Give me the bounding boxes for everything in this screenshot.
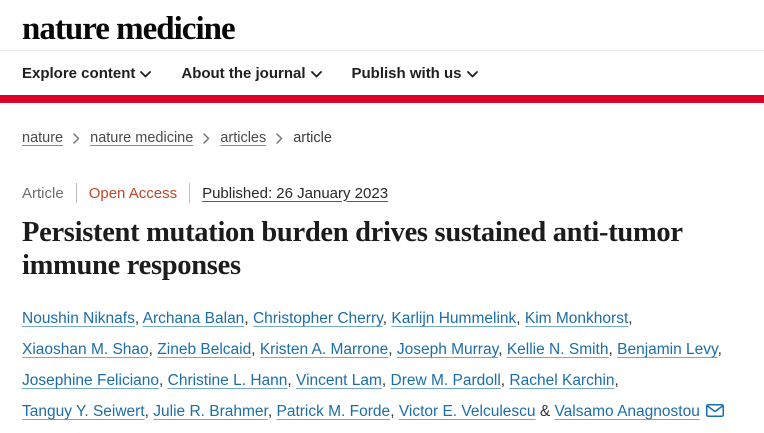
accent-bar: [0, 95, 764, 103]
chevron-right-icon: [73, 132, 80, 144]
envelope-icon[interactable]: [705, 404, 724, 417]
breadcrumb: nature nature medicine articles article: [22, 130, 742, 146]
chevron-right-icon: [276, 132, 283, 144]
open-access-badge: Open Access: [88, 184, 178, 202]
nav-item-label: About the journal: [181, 64, 306, 82]
breadcrumb-link-articles[interactable]: articles: [220, 130, 267, 146]
nav-publish-with-us[interactable]: Publish with us: [352, 65, 478, 82]
author-link[interactable]: Victor E. Velculescu: [398, 403, 536, 420]
author-link[interactable]: Valsamo Anagnostou: [554, 403, 700, 420]
author-link[interactable]: Christine L. Hann: [167, 372, 288, 389]
journal-logo[interactable]: nature medicine: [22, 11, 236, 47]
chevron-right-icon: [203, 132, 210, 144]
chevron-down-icon: [310, 70, 322, 77]
author-link[interactable]: Kristen A. Marrone: [259, 341, 389, 358]
nav-item-label: Explore content: [22, 64, 136, 82]
nav-about-the-journal[interactable]: About the journal: [181, 64, 322, 82]
breadcrumb-current-article: article: [293, 130, 332, 146]
author-link[interactable]: Xiaoshan M. Shao: [22, 341, 149, 358]
author-link[interactable]: Christopher Cherry: [252, 310, 383, 327]
author-link[interactable]: Karlijn Hummelink: [391, 310, 517, 327]
author-link[interactable]: Benjamin Levy: [617, 341, 718, 358]
breadcrumb-link-nature[interactable]: nature: [22, 130, 64, 146]
author-link[interactable]: Joseph Murray: [396, 341, 499, 358]
breadcrumb-link-nature-medicine[interactable]: nature medicine: [90, 130, 194, 146]
author-link[interactable]: Drew M. Pardoll: [390, 372, 501, 389]
author-link[interactable]: Patrick M. Forde: [276, 403, 391, 420]
author-link[interactable]: Rachel Karchin: [509, 372, 615, 389]
main-nav: Explore content About the journal Publis…: [0, 51, 764, 95]
article-type-label: Article: [22, 184, 64, 202]
meta-divider: [75, 183, 77, 203]
nav-explore-content[interactable]: Explore content: [22, 64, 152, 82]
author-link[interactable]: Kim Monkhorst: [524, 310, 629, 327]
author-link[interactable]: Noushin Niknafs: [22, 310, 135, 327]
site-header: nature medicine: [0, 0, 764, 51]
author-link[interactable]: Archana Balan: [142, 310, 245, 327]
meta-divider: [189, 183, 191, 203]
author-link[interactable]: Vincent Lam: [296, 372, 382, 389]
article-meta-row: Article Open Access Published: 26 Januar…: [22, 183, 742, 203]
chevron-down-icon: [140, 70, 152, 77]
author-link[interactable]: Tanguy Y. Seiwert: [22, 403, 145, 420]
nav-item-label: Publish with us: [351, 64, 462, 82]
author-link[interactable]: Josephine Feliciano: [22, 372, 160, 389]
author-list: Noushin Niknafs, Archana Balan, Christop…: [22, 303, 744, 427]
author-link[interactable]: Kellie N. Smith: [506, 341, 609, 358]
article-title: Persistent mutation burden drives sustai…: [22, 217, 683, 281]
published-date-link[interactable]: Published: 26 January 2023: [202, 184, 389, 202]
author-links-container: Noushin Niknafs, Archana Balan, Christop…: [22, 310, 722, 420]
author-link[interactable]: Zineb Belcaid: [157, 341, 252, 358]
author-link[interactable]: Julie R. Brahmer: [153, 403, 268, 420]
chevron-down-icon: [466, 70, 478, 77]
